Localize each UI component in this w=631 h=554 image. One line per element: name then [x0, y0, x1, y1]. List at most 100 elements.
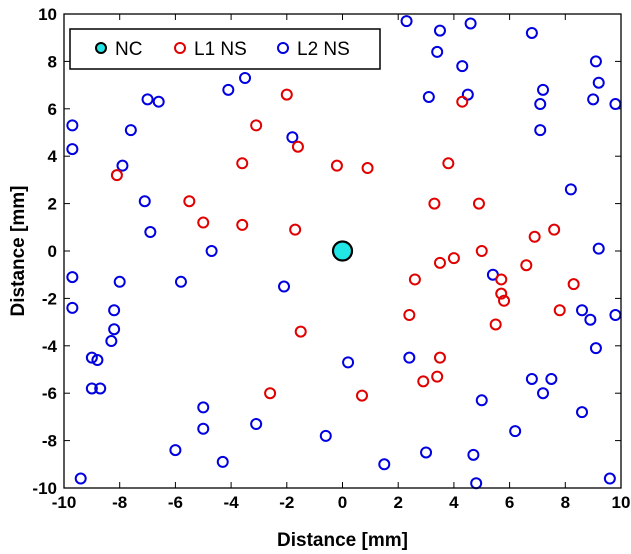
- l1-ns-point: [183, 195, 196, 208]
- l2-ns-point: [564, 183, 577, 196]
- l2-ns-point: [66, 271, 79, 284]
- x-tick-label: 6: [505, 493, 514, 512]
- nc-point: [331, 240, 354, 262]
- y-tick-label: 2: [48, 195, 57, 214]
- l2-ns-point: [537, 387, 550, 400]
- l1-ns-point: [447, 252, 460, 265]
- l1-ns-point: [236, 218, 249, 231]
- l1-ns-point: [489, 318, 502, 331]
- l2-ns-point: [152, 95, 165, 108]
- l2-ns-point: [138, 195, 151, 208]
- l2-ns-point: [108, 323, 121, 336]
- l1-ns-point: [495, 287, 508, 300]
- y-tick-label: -2: [42, 289, 57, 308]
- l2-ns-point: [400, 15, 413, 28]
- y-tick-label: 10: [38, 5, 57, 24]
- l2-ns-point: [587, 93, 600, 106]
- x-tick-label: -6: [168, 493, 183, 512]
- legend-marker-l1-ns: [174, 42, 186, 54]
- l1-ns-point: [498, 294, 511, 307]
- l2-ns-point: [116, 159, 129, 172]
- l2-ns-point: [286, 131, 299, 144]
- l2-ns-point: [113, 275, 126, 288]
- l2-ns-point: [475, 394, 488, 407]
- l2-ns-point: [141, 93, 154, 106]
- l2-ns-point: [534, 98, 547, 111]
- l2-ns-point: [239, 71, 252, 84]
- x-tick-label: 2: [393, 493, 402, 512]
- legend-label: NC: [115, 39, 142, 60]
- l2-ns-point: [534, 124, 547, 137]
- l1-ns-point: [330, 159, 343, 172]
- l1-ns-point: [294, 325, 307, 338]
- l2-ns-point: [105, 335, 118, 348]
- l2-ns-point: [278, 280, 291, 293]
- l2-ns-point: [66, 143, 79, 156]
- l1-ns-point: [403, 308, 416, 321]
- l2-ns-point: [342, 356, 355, 369]
- y-tick-label: -4: [42, 337, 58, 356]
- l1-ns-point: [291, 140, 304, 153]
- legend-box: [69, 28, 381, 70]
- l2-ns-point: [456, 60, 469, 73]
- x-tick-label: 10: [612, 493, 631, 512]
- l2-ns-point: [525, 372, 538, 385]
- tick-labels: -10 -8 -6 -4 -2 0 2 4 6 8 10 -10 -8 -6 -4 -2 0 2 4 6 8 10: [32, 5, 630, 512]
- x-tick-label: 8: [561, 493, 570, 512]
- l2-ns-point: [91, 354, 104, 367]
- l2-ns-point: [378, 458, 391, 471]
- l2-ns-point: [85, 351, 98, 364]
- l2-ns-point: [576, 406, 589, 419]
- l2-ns-point: [420, 446, 433, 459]
- x-tick-label: -2: [279, 493, 294, 512]
- l1-ns-point: [567, 278, 580, 291]
- x-tick-label: -10: [52, 493, 77, 512]
- l1-ns-point: [472, 197, 485, 210]
- l2-ns-point: [584, 313, 597, 326]
- l2-ns-point: [589, 55, 602, 68]
- l2-ns-point: [319, 429, 332, 442]
- y-tick-label: 6: [48, 100, 57, 119]
- l2-ns-point: [205, 245, 218, 257]
- l1-ns-point: [197, 216, 210, 229]
- l1-ns-point: [289, 223, 302, 236]
- x-tick-label: 4: [449, 493, 459, 512]
- l2-ns-point: [108, 304, 121, 317]
- l1-ns-point: [417, 375, 430, 388]
- l2-ns-point: [250, 418, 263, 431]
- l1-ns-point: [428, 197, 441, 210]
- l2-ns-point: [603, 472, 616, 485]
- data-points: [66, 15, 622, 490]
- x-tick-label: -8: [112, 493, 127, 512]
- l2-ns-point: [144, 226, 157, 239]
- l2-ns-point: [403, 351, 416, 364]
- l2-ns-point: [74, 472, 87, 485]
- l1-ns-point: [520, 259, 533, 272]
- l1-ns-point: [528, 230, 541, 243]
- l1-ns-point: [280, 88, 293, 101]
- l1-ns-point: [553, 304, 566, 317]
- l1-ns-point: [408, 273, 421, 286]
- l1-ns-point: [110, 169, 123, 182]
- l2-ns-point: [169, 444, 182, 457]
- l2-ns-point: [592, 76, 605, 89]
- l2-ns-point: [592, 242, 605, 255]
- l2-ns-point: [545, 372, 558, 385]
- l2-ns-point: [537, 83, 550, 96]
- l1-ns-point: [250, 119, 263, 132]
- l1-ns-point: [361, 162, 374, 175]
- legend: NC L1 NS L2 NS: [69, 28, 381, 70]
- l1-ns-point: [548, 223, 561, 236]
- l2-ns-point: [66, 119, 79, 132]
- l2-ns-point: [85, 382, 98, 395]
- l2-ns-point: [433, 24, 446, 37]
- l2-ns-point: [431, 45, 444, 58]
- l1-ns-point: [495, 273, 508, 286]
- l1-ns-point: [264, 387, 277, 400]
- y-tick-label: 8: [48, 52, 57, 71]
- l1-ns-point: [456, 95, 469, 108]
- y-tick-label: 4: [48, 147, 58, 166]
- l1-ns-point: [236, 157, 249, 170]
- l2-ns-point: [422, 90, 435, 103]
